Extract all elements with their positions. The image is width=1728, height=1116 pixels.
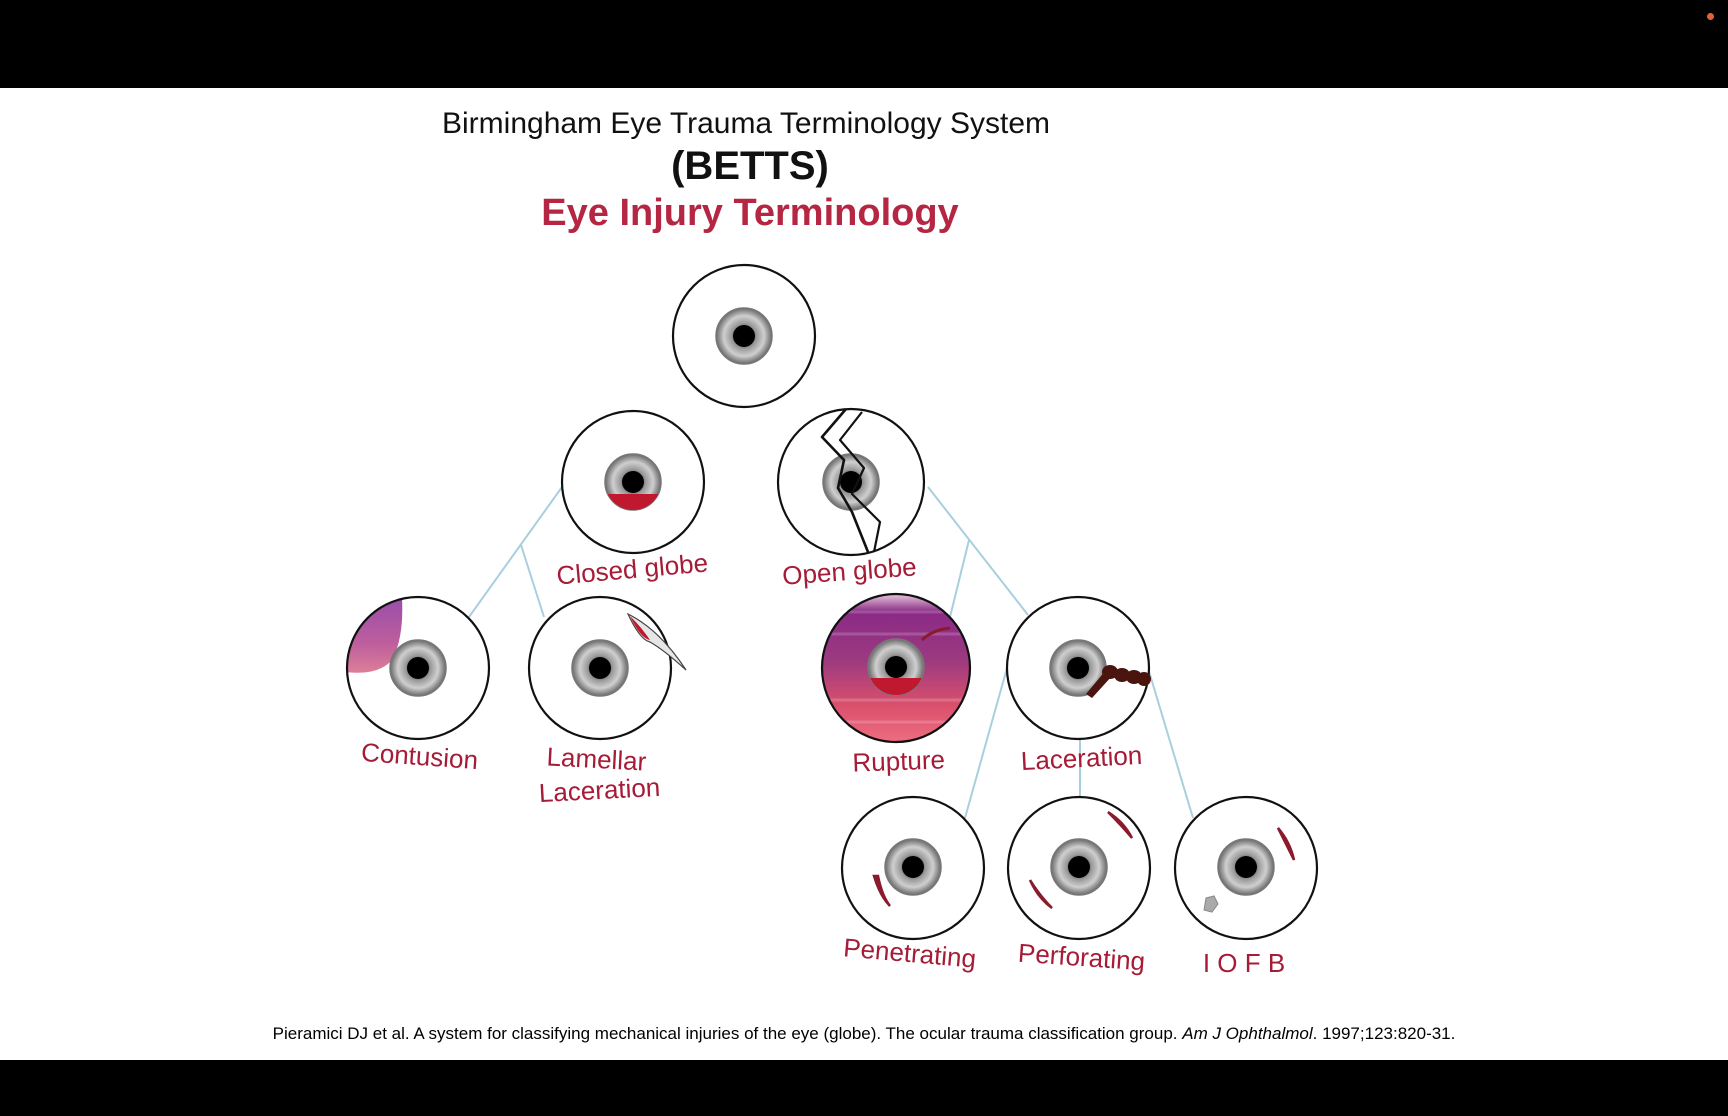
title-line-1: Birmingham Eye Trauma Terminology System xyxy=(442,107,1050,140)
suture-wound-icon xyxy=(1086,665,1151,698)
label-laceration: Laceration xyxy=(1020,740,1143,776)
eye-laceration xyxy=(1005,595,1151,741)
eye-penetrating xyxy=(840,795,986,941)
eye-perforating xyxy=(1006,795,1152,941)
label-lamellar-line-1: Lamellar xyxy=(546,741,647,776)
eye-open-globe xyxy=(776,407,926,557)
label-open-globe: Open globe xyxy=(781,551,917,590)
connector-lines xyxy=(468,486,1194,819)
eye-iofb xyxy=(1173,795,1319,941)
eye-closed-globe xyxy=(560,409,706,555)
bottom-black-bar xyxy=(0,1060,1728,1116)
citation-journal: Am J Ophthalmol xyxy=(1182,1024,1313,1043)
citation: Pieramici DJ et al. A system for classif… xyxy=(0,1024,1728,1044)
eye-rupture xyxy=(820,592,972,744)
label-penetrating: Penetrating xyxy=(842,932,977,973)
label-iofb: I O F B xyxy=(1203,948,1285,978)
label-closed-globe: Closed globe xyxy=(555,547,709,590)
recording-indicator-icon xyxy=(1707,13,1714,20)
label-lamellar-line-2: Laceration xyxy=(538,772,661,808)
citation-text: Pieramici DJ et al. A system for classif… xyxy=(272,1024,1183,1043)
title-line-2: (BETTS) xyxy=(671,144,829,188)
eye-healthy xyxy=(671,263,817,409)
eye-lamellar-laceration xyxy=(527,595,687,741)
eye-contusion xyxy=(345,595,491,741)
label-perforating: Perforating xyxy=(1017,938,1146,977)
label-rupture: Rupture xyxy=(852,744,945,777)
top-black-bar xyxy=(0,0,1728,88)
citation-tail: . 1997;123:820-31. xyxy=(1312,1024,1456,1043)
label-contusion: Contusion xyxy=(360,737,479,775)
subtitle: Eye Injury Terminology xyxy=(541,192,958,234)
